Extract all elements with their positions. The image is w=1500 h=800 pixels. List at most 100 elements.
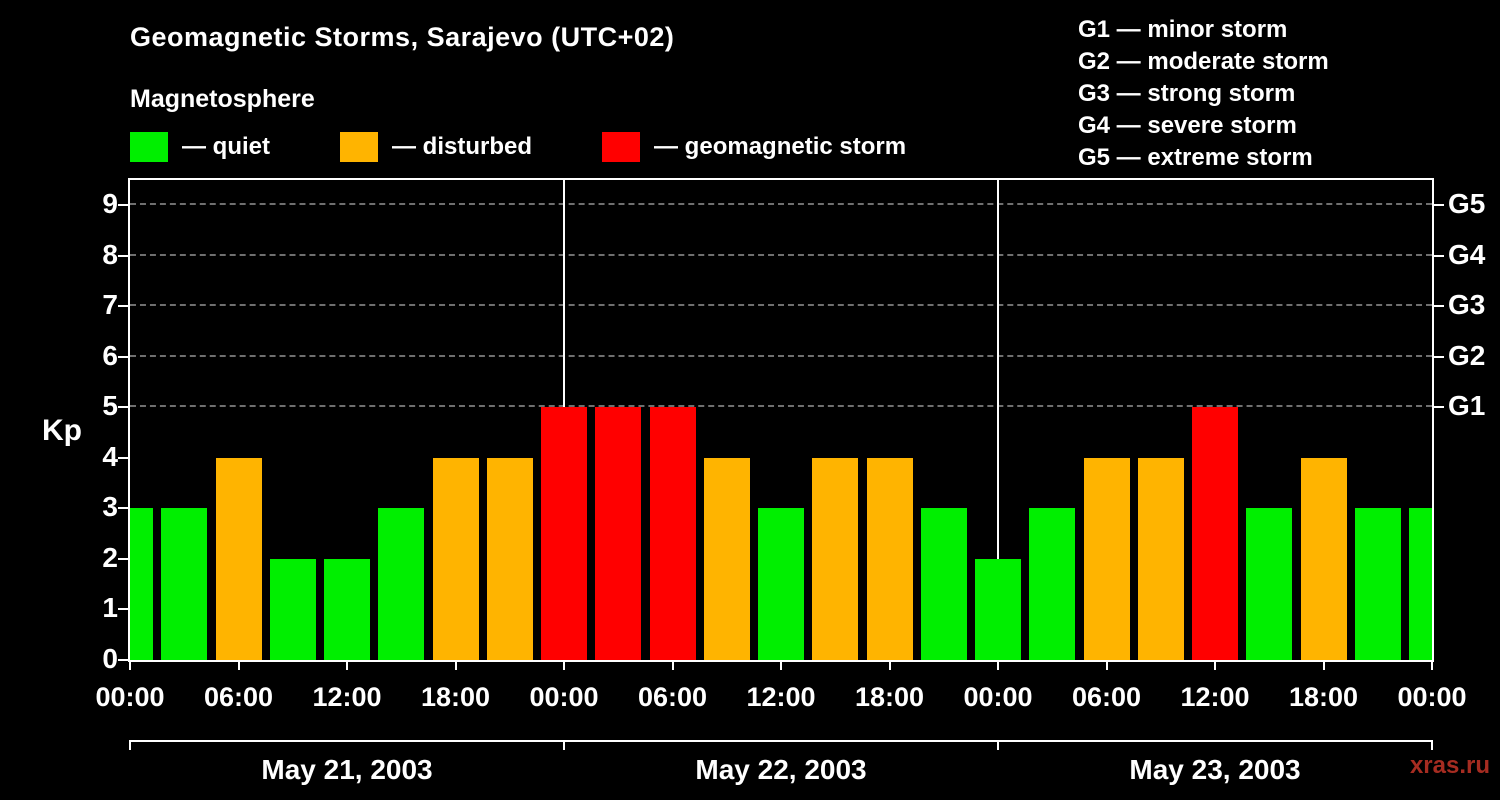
x-tick-label: 18:00 — [854, 682, 925, 712]
g-tick-mark — [1432, 406, 1444, 409]
x-tick-mark — [1322, 660, 1325, 670]
gridline-kp-6 — [130, 354, 1432, 357]
x-tick-label: 12:00 — [312, 682, 382, 712]
x-tick-mark — [563, 660, 565, 670]
x-tick-mark — [780, 660, 782, 670]
watermark: xras.ru — [1409, 752, 1490, 779]
kp-bar — [1192, 407, 1238, 660]
kp-bar — [758, 508, 804, 660]
kp-bar — [1246, 508, 1293, 660]
kp-bar — [324, 558, 370, 660]
x-tick-label: 00:00 — [95, 682, 165, 712]
x-tick-label: 00:00 — [529, 682, 599, 712]
g-level-label-G3: G3 — [1448, 289, 1486, 321]
kp-bar — [161, 508, 208, 660]
y-tick-label-6: 6 — [102, 339, 118, 371]
g-level-label-G4: G4 — [1448, 238, 1486, 270]
kp-bar — [1137, 457, 1184, 660]
g-tick-mark — [1432, 355, 1444, 358]
day-boundary-line — [997, 180, 999, 660]
g-tick-mark — [1432, 254, 1444, 257]
kp-bar — [130, 508, 153, 660]
kp-bar — [1029, 508, 1076, 660]
x-tick-mark — [129, 660, 131, 670]
g-legend-line-1: G1 — minor storm — [1078, 16, 1288, 43]
kp-bar — [812, 457, 859, 660]
g-tick-mark — [1432, 204, 1444, 207]
x-tick-label: 06:00 — [1071, 682, 1142, 712]
legend-label-quiet: — quiet — [182, 133, 270, 160]
x-tick-mark — [1214, 660, 1216, 670]
y-tick-label-0: 0 — [102, 643, 118, 674]
g-legend-line-5: G5 — extreme storm — [1078, 144, 1313, 171]
date-label-2: May 23, 2003 — [1129, 754, 1301, 785]
chart-title: Geomagnetic Storms, Sarajevo (UTC+02) — [130, 22, 675, 52]
kp-bar — [1354, 508, 1401, 660]
date-bracket-line — [130, 740, 1432, 742]
y-tick-label-2: 2 — [102, 541, 118, 573]
kp-bar — [269, 558, 316, 660]
kp-bar — [866, 457, 913, 660]
gridline-kp-9 — [130, 203, 1432, 206]
kp-bar — [378, 508, 425, 660]
x-tick-mark — [997, 660, 999, 670]
y-tick-mark — [118, 659, 130, 661]
legend-item-disturbed: — disturbed — [340, 132, 532, 162]
g-level-label-G1: G1 — [1448, 390, 1486, 422]
kp-bar — [920, 508, 967, 660]
g-scale-legend: G1 — minor storm G2 — moderate storm G3 — … — [1078, 14, 1329, 174]
plot-area — [130, 180, 1432, 660]
y-tick-mark — [118, 305, 130, 308]
kp-bar — [1409, 508, 1432, 660]
kp-bar — [486, 457, 533, 660]
gridline-kp-5 — [130, 405, 1432, 408]
x-tick-mark — [671, 660, 674, 670]
g-legend-line-4: G4 — severe storm — [1078, 112, 1297, 139]
y-tick-mark — [118, 608, 130, 611]
g-legend-line-3: G3 — strong storm — [1078, 80, 1296, 107]
kp-bar — [215, 457, 262, 660]
y-tick-label-9: 9 — [102, 188, 118, 220]
x-tick-label: 18:00 — [420, 682, 491, 712]
x-tick-mark — [1105, 660, 1108, 670]
y-tick-label-3: 3 — [102, 491, 118, 523]
legend-item-quiet: — quiet — [130, 132, 270, 162]
x-tick-label: 06:00 — [203, 682, 274, 712]
legend-swatch-disturbed — [340, 132, 378, 162]
x-tick-label: 18:00 — [1288, 682, 1359, 712]
legend-heading: Magnetosphere — [130, 85, 315, 113]
y-tick-mark — [118, 254, 130, 257]
x-tick-mark — [454, 660, 457, 670]
kp-bar — [432, 457, 479, 660]
y-tick-mark — [118, 204, 130, 207]
x-tick-mark — [346, 660, 348, 670]
y-axis-title: Kp — [42, 414, 82, 447]
y-tick-label-4: 4 — [102, 440, 118, 472]
date-bracket-tick — [563, 740, 565, 750]
gridline-kp-7 — [130, 304, 1432, 307]
y-tick-label-8: 8 — [102, 238, 118, 270]
x-tick-label: 12:00 — [746, 682, 816, 712]
kp-bar — [649, 407, 696, 660]
x-tick-mark — [1431, 660, 1433, 670]
y-tick-mark — [118, 355, 130, 358]
g-legend-line-2: G2 — moderate storm — [1078, 48, 1329, 75]
y-tick-label-1: 1 — [102, 592, 118, 624]
x-tick-label: 12:00 — [1180, 682, 1250, 712]
legend-label-storm: — geomagnetic storm — [654, 133, 907, 160]
y-tick-mark — [118, 507, 130, 510]
date-label-0: May 21, 2003 — [261, 754, 433, 785]
g-level-label-G2: G2 — [1448, 339, 1486, 371]
date-bracket-tick — [129, 740, 131, 750]
date-bracket-tick — [1431, 740, 1433, 750]
kp-bar — [1083, 457, 1130, 660]
legend-swatch-storm — [602, 132, 641, 162]
legend-swatch-quiet — [130, 132, 168, 162]
y-tick-label-7: 7 — [102, 289, 118, 321]
kp-bar — [703, 457, 750, 660]
x-tick-label: 00:00 — [1397, 682, 1467, 712]
gridline-kp-8 — [130, 253, 1432, 256]
x-tick-label: 00:00 — [963, 682, 1033, 712]
x-tick-mark — [237, 660, 240, 670]
